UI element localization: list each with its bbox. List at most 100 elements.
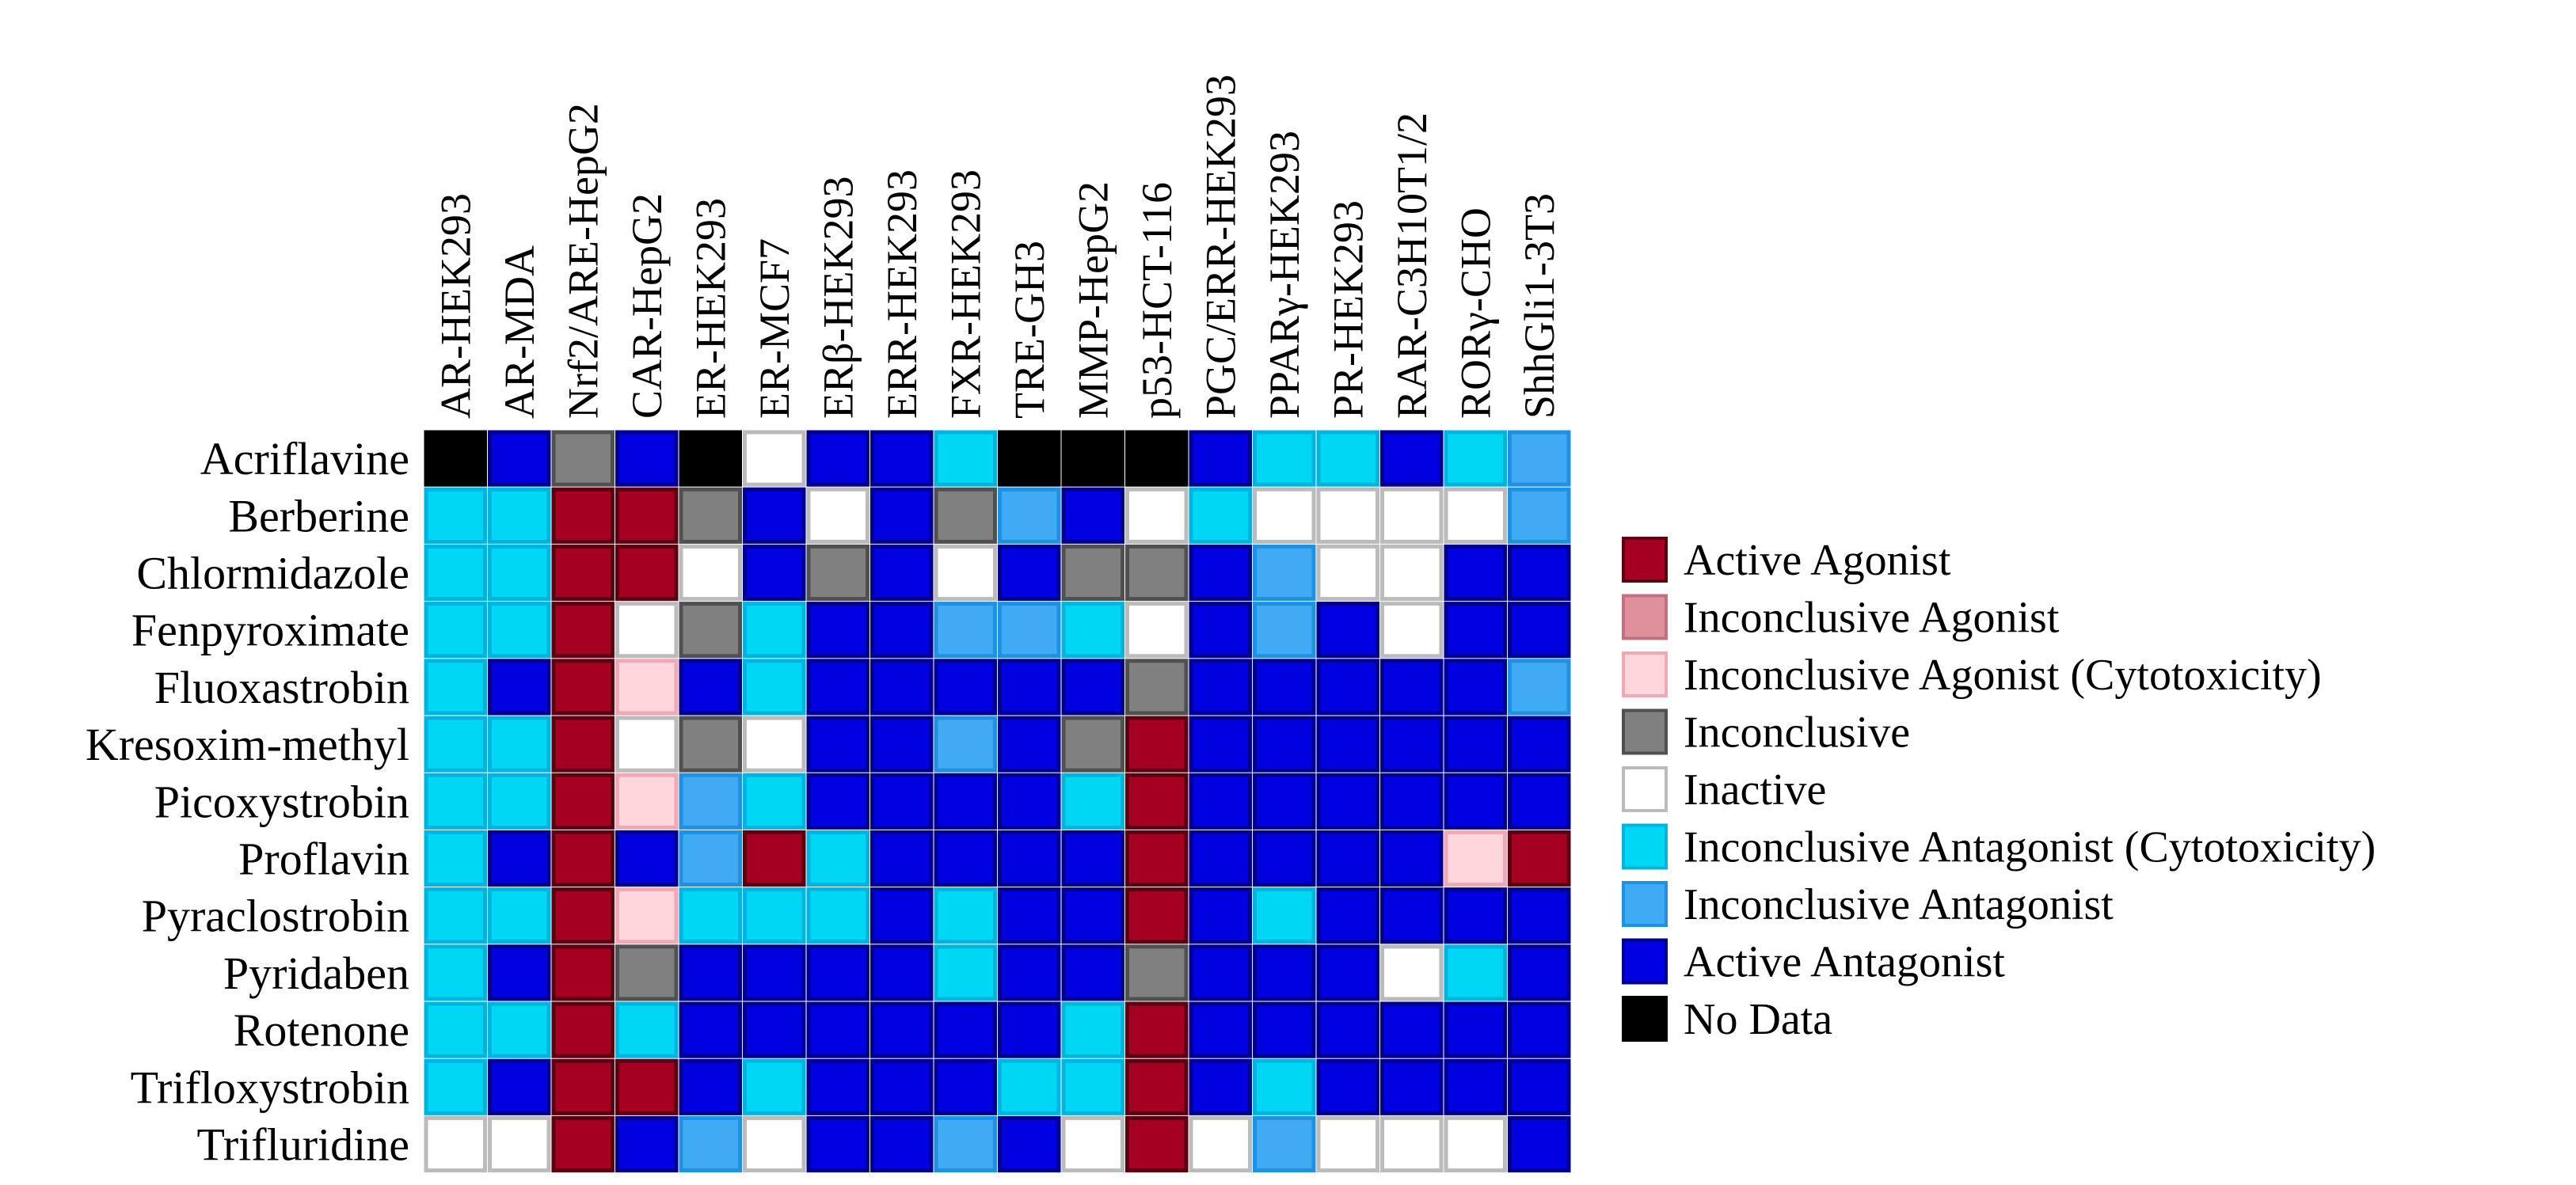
heatmap-cell <box>1061 1058 1124 1115</box>
heatmap-cell <box>1508 1115 1571 1173</box>
heatmap-cell <box>1444 944 1507 1001</box>
heatmap-cell <box>615 1001 679 1058</box>
heatmap-cell <box>870 1115 934 1173</box>
heatmap-cell <box>1380 430 1444 487</box>
legend: Active Agonist Inconclusive Agonist Inconc… <box>1622 536 2376 1044</box>
row-labels: Acriflavine Berberine Chlormidazole Fenpyro… <box>86 433 409 1170</box>
heatmap-cell <box>679 1115 742 1173</box>
heatmap-cell <box>488 1058 551 1115</box>
heatmap-cell <box>743 659 806 716</box>
heatmap-cell <box>679 602 742 659</box>
heatmap-cell <box>1189 659 1252 716</box>
heatmap-cell <box>1189 944 1252 1001</box>
row-label: Picoxystrobin <box>154 776 409 827</box>
heatmap-cell <box>1444 1058 1507 1115</box>
heatmap-cell <box>870 1001 934 1058</box>
heatmap-cell <box>998 887 1061 944</box>
column-labels: AR-HEK293 AR-MDA Nrf2/ARE-HepG2 CAR-HepG2 ER… <box>432 74 1563 419</box>
heatmap-cell <box>806 659 869 716</box>
heatmap-cell <box>679 659 742 716</box>
heatmap-cell <box>934 430 997 487</box>
heatmap-cell <box>1253 602 1316 659</box>
heatmap-cell <box>1444 1001 1507 1058</box>
column-label: ER-HEK293 <box>687 198 734 419</box>
heatmap-cell <box>1189 430 1252 487</box>
heatmap-cell <box>806 487 869 544</box>
heatmap-cell <box>615 716 679 773</box>
heatmap-cell <box>1061 944 1124 1001</box>
heatmap-cell <box>1189 773 1252 830</box>
row-label: Proflavin <box>238 834 409 885</box>
legend-swatch <box>1622 938 1668 985</box>
heatmap-cell <box>934 544 997 602</box>
legend-swatch <box>1622 594 1668 640</box>
heatmap-cell <box>998 602 1061 659</box>
heatmap-cell <box>551 1115 615 1173</box>
heatmap-cell <box>1508 716 1571 773</box>
row-label: Rotenone <box>234 1005 409 1056</box>
heatmap-cell <box>1380 544 1444 602</box>
row-label: Trifluridine <box>196 1119 409 1171</box>
heatmap-cell <box>806 716 869 773</box>
heatmap-cell <box>998 430 1061 487</box>
heatmap-cell <box>679 716 742 773</box>
heatmap-cell <box>1253 887 1316 944</box>
heatmap-cell <box>1253 430 1316 487</box>
heatmap-cell <box>615 1058 679 1115</box>
column-label: FXR-HEK293 <box>942 169 989 419</box>
column-label: RAR-C3H10T1/2 <box>1388 112 1436 419</box>
heatmap-cell <box>1125 887 1189 944</box>
heatmap-cell <box>1380 1058 1444 1115</box>
column-label: AR-HEK293 <box>432 193 479 419</box>
legend-swatch <box>1622 651 1668 697</box>
column-label: ERR-HEK293 <box>878 169 926 419</box>
legend-swatch <box>1622 823 1668 870</box>
heatmap-cell <box>551 487 615 544</box>
column-label: ER-MCF7 <box>751 238 798 419</box>
heatmap-cell <box>1125 602 1189 659</box>
heatmap-cell <box>1508 430 1571 487</box>
heatmap-cell <box>934 716 997 773</box>
heatmap-cell <box>1444 659 1507 716</box>
legend-label: Inconclusive Agonist <box>1684 594 2060 643</box>
heatmap-cell <box>870 659 934 716</box>
heatmap-cell <box>998 659 1061 716</box>
heatmap-cell <box>806 887 869 944</box>
row-label: Berberine <box>228 490 409 541</box>
heatmap-cell <box>615 830 679 887</box>
heatmap-cell <box>743 887 806 944</box>
heatmap-cell <box>1253 544 1316 602</box>
heatmap-cell <box>1508 773 1571 830</box>
heatmap-cell <box>1061 430 1124 487</box>
heatmap-cell <box>1061 773 1124 830</box>
heatmap-cell <box>806 602 869 659</box>
heatmap-cell <box>1061 487 1124 544</box>
heatmap-cell <box>806 1058 869 1115</box>
heatmap-cell <box>551 887 615 944</box>
heatmap-cell <box>679 944 742 1001</box>
heatmap-cell <box>1444 487 1507 544</box>
heatmap-cell <box>424 430 487 487</box>
heatmap-cell <box>615 773 679 830</box>
heatmap-cell <box>1061 1001 1124 1058</box>
heatmap-cell <box>870 887 934 944</box>
legend-label: No Data <box>1684 995 1832 1044</box>
legend-label: Active Antagonist <box>1684 938 2005 987</box>
heatmap-cell <box>806 944 869 1001</box>
heatmap-cell <box>870 773 934 830</box>
heatmap-cell <box>679 887 742 944</box>
heatmap-cell <box>1316 544 1379 602</box>
heatmap-cell <box>1189 487 1252 544</box>
heatmap-cell <box>998 1001 1061 1058</box>
heatmap-cell <box>743 544 806 602</box>
heatmap-cell <box>1125 544 1189 602</box>
heatmap-cell <box>551 716 615 773</box>
column-label: Nrf2/ARE-HepG2 <box>559 103 607 419</box>
heatmap-cell <box>998 716 1061 773</box>
heatmap-cell <box>1189 887 1252 944</box>
column-label: RORγ-CHO <box>1452 207 1499 419</box>
heatmap-cell <box>424 887 487 944</box>
heatmap-cell <box>1380 602 1444 659</box>
heatmap-cell <box>424 602 487 659</box>
heatmap-cell <box>870 544 934 602</box>
